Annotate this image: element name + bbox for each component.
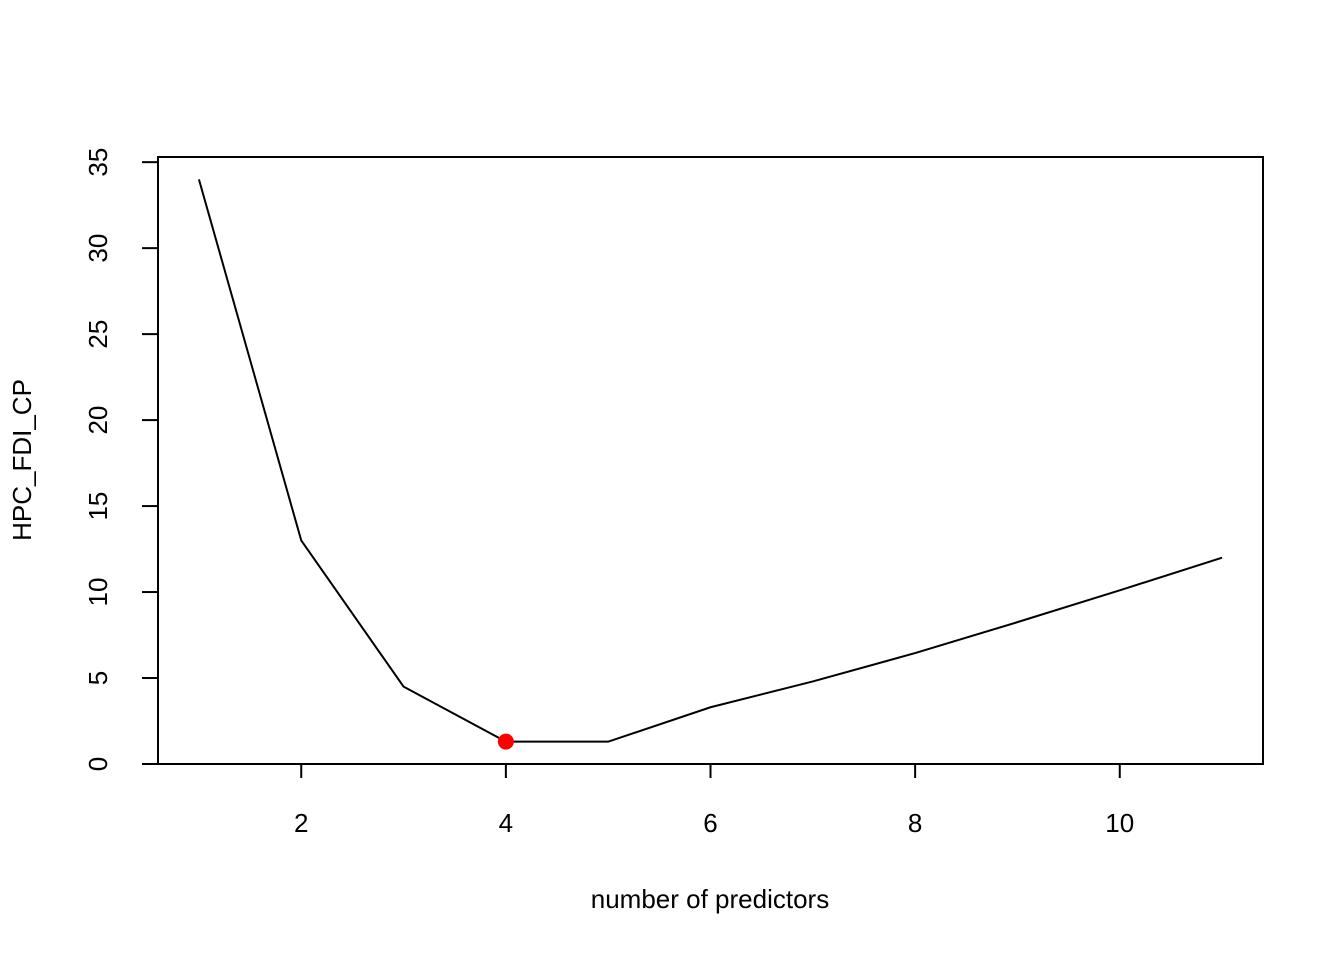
data-line (197, 179, 1223, 743)
x-axis-label: number of predictors (591, 884, 829, 914)
x-tick-label: 8 (908, 808, 922, 838)
y-tick-label: 35 (83, 148, 113, 177)
y-tick-label: 0 (83, 757, 113, 771)
x-tick-label: 2 (294, 808, 308, 838)
y-axis-label: HPC_FDI_CP (7, 379, 37, 541)
y-tick-label: 15 (83, 492, 113, 521)
highlight-point (497, 733, 514, 750)
plot-frame (157, 156, 1264, 765)
y-tick-label: 20 (83, 406, 113, 435)
x-tick-label: 4 (499, 808, 513, 838)
x-tick-label: 6 (703, 808, 717, 838)
y-tick-label: 10 (83, 578, 113, 607)
y-tick-label: 25 (83, 320, 113, 349)
x-tick-label: 10 (1105, 808, 1134, 838)
y-tick-label: 30 (83, 234, 113, 263)
y-tick-label: 5 (83, 671, 113, 685)
